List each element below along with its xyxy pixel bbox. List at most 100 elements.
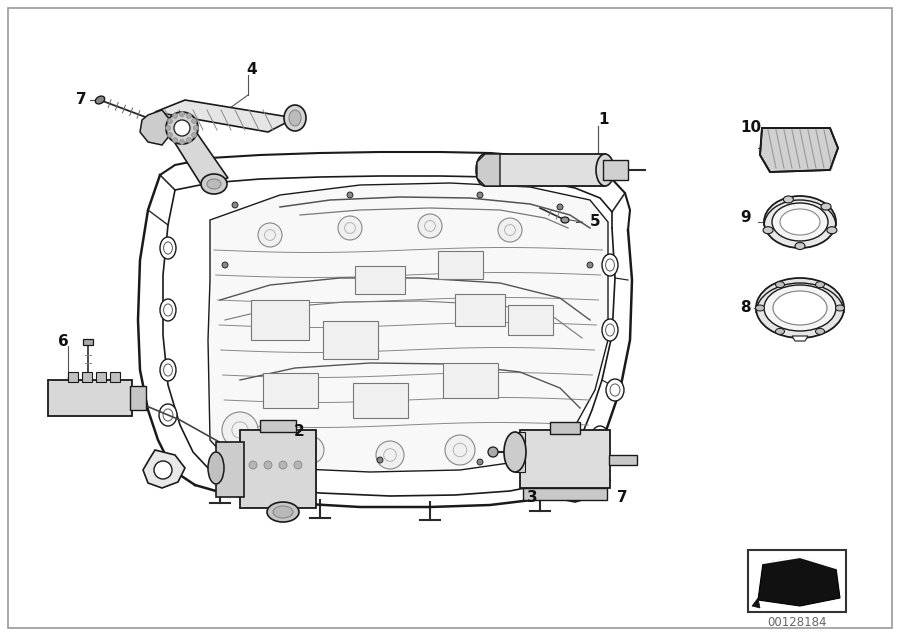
Ellipse shape xyxy=(160,299,176,321)
Bar xyxy=(515,432,525,472)
Ellipse shape xyxy=(476,154,494,186)
Ellipse shape xyxy=(764,285,836,331)
Text: 9: 9 xyxy=(740,211,751,226)
Text: 7: 7 xyxy=(617,490,627,506)
Circle shape xyxy=(488,447,498,457)
Text: 7: 7 xyxy=(76,92,86,107)
Bar xyxy=(216,442,244,497)
Circle shape xyxy=(377,457,383,463)
Ellipse shape xyxy=(835,305,844,311)
Circle shape xyxy=(338,216,362,240)
Bar xyxy=(130,386,146,410)
Polygon shape xyxy=(792,336,808,341)
Bar xyxy=(748,550,846,612)
Ellipse shape xyxy=(783,196,794,203)
Ellipse shape xyxy=(504,432,526,472)
Circle shape xyxy=(154,461,172,479)
Text: 3: 3 xyxy=(527,490,537,506)
Text: 1: 1 xyxy=(598,113,608,127)
Ellipse shape xyxy=(561,217,569,223)
Ellipse shape xyxy=(773,291,827,325)
Ellipse shape xyxy=(764,196,836,248)
Circle shape xyxy=(445,435,475,465)
Ellipse shape xyxy=(201,174,227,194)
Bar xyxy=(355,266,405,294)
Ellipse shape xyxy=(821,203,831,210)
Ellipse shape xyxy=(159,404,177,426)
Ellipse shape xyxy=(284,105,306,131)
Circle shape xyxy=(249,461,257,469)
Ellipse shape xyxy=(289,110,301,126)
Ellipse shape xyxy=(208,452,224,484)
Ellipse shape xyxy=(602,319,618,341)
Circle shape xyxy=(258,223,282,247)
Circle shape xyxy=(167,118,173,123)
Polygon shape xyxy=(758,557,840,606)
Circle shape xyxy=(232,202,238,208)
Circle shape xyxy=(477,192,483,198)
Polygon shape xyxy=(140,110,170,145)
Ellipse shape xyxy=(795,242,805,249)
Ellipse shape xyxy=(815,282,824,287)
Circle shape xyxy=(179,111,184,116)
Text: 6: 6 xyxy=(58,335,68,350)
Ellipse shape xyxy=(95,96,104,104)
Polygon shape xyxy=(143,450,185,488)
Ellipse shape xyxy=(160,359,176,381)
Circle shape xyxy=(477,459,483,465)
Ellipse shape xyxy=(772,203,828,241)
Circle shape xyxy=(192,118,196,123)
Circle shape xyxy=(222,262,228,268)
Bar xyxy=(96,372,106,382)
Bar xyxy=(609,455,637,465)
Ellipse shape xyxy=(207,179,221,189)
Circle shape xyxy=(222,412,258,448)
Circle shape xyxy=(264,461,272,469)
Bar xyxy=(240,430,316,508)
Ellipse shape xyxy=(763,226,773,233)
Ellipse shape xyxy=(267,502,299,522)
Polygon shape xyxy=(208,183,608,472)
Circle shape xyxy=(194,125,199,130)
Bar xyxy=(82,372,92,382)
Bar xyxy=(455,294,505,326)
Bar xyxy=(263,373,318,408)
Bar xyxy=(68,372,78,382)
Bar xyxy=(485,154,605,186)
Ellipse shape xyxy=(776,328,785,335)
Polygon shape xyxy=(752,598,760,608)
Polygon shape xyxy=(155,100,295,132)
Polygon shape xyxy=(760,128,838,172)
Bar xyxy=(251,300,309,340)
Bar xyxy=(523,488,607,500)
Ellipse shape xyxy=(592,426,608,444)
Circle shape xyxy=(192,132,196,137)
Bar xyxy=(48,380,132,416)
Circle shape xyxy=(418,214,442,238)
Circle shape xyxy=(166,112,198,144)
Circle shape xyxy=(174,120,190,136)
Text: 10: 10 xyxy=(740,120,761,135)
Bar xyxy=(110,372,120,382)
Text: 00128184: 00128184 xyxy=(767,616,827,628)
Bar xyxy=(322,321,377,359)
Ellipse shape xyxy=(602,254,618,276)
Ellipse shape xyxy=(827,226,837,233)
Circle shape xyxy=(570,473,590,493)
Ellipse shape xyxy=(596,154,614,186)
Polygon shape xyxy=(168,126,228,186)
Bar xyxy=(83,339,93,345)
Bar xyxy=(508,305,553,335)
Bar xyxy=(443,363,498,398)
Bar xyxy=(520,430,610,488)
Circle shape xyxy=(167,132,173,137)
Circle shape xyxy=(587,262,593,268)
Bar xyxy=(437,251,482,279)
Ellipse shape xyxy=(755,305,764,311)
Text: 8: 8 xyxy=(740,300,751,315)
Bar xyxy=(603,160,628,180)
Circle shape xyxy=(296,436,324,464)
Polygon shape xyxy=(477,154,500,186)
Circle shape xyxy=(557,204,563,210)
Ellipse shape xyxy=(776,282,785,287)
